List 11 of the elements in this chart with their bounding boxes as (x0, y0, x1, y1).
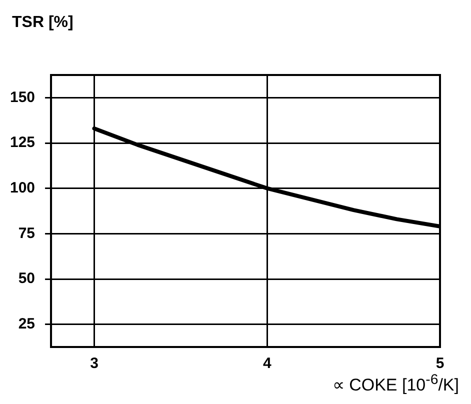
x-tick-label: 5 (436, 355, 444, 372)
y-tick-label: 125 (10, 134, 36, 152)
y-axis-title: TSR [%] (12, 14, 74, 32)
x-axis-title: ∝ COKE [10$^{-6}$/K] (332, 372, 459, 396)
x-tick-label: 4 (262, 355, 272, 372)
x-tick-label: 3 (90, 355, 98, 372)
y-tick-label: 100 (10, 179, 36, 196)
y-tick-label: 25 (18, 315, 36, 332)
y-tick-label: 75 (18, 224, 36, 242)
y-tick-label: 150 (10, 88, 36, 106)
y-tick-label: 50 (18, 270, 36, 288)
